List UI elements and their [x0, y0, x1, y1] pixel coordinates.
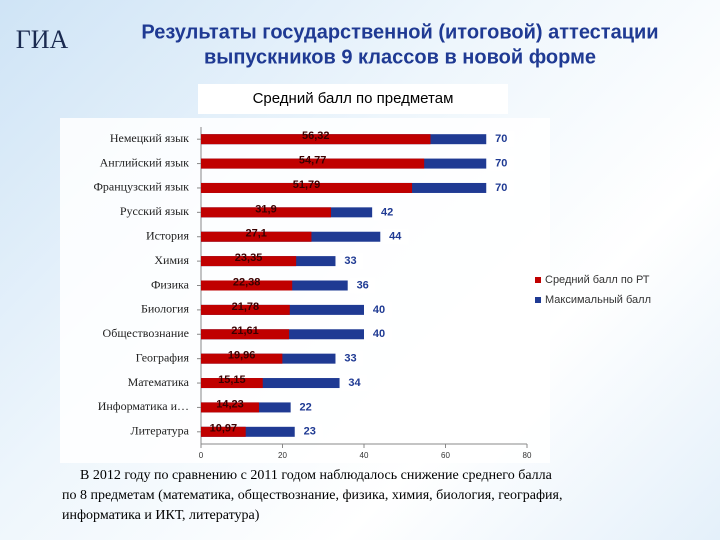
y-tick-label: Литература: [130, 424, 189, 438]
y-tick-label: Математика: [128, 375, 190, 389]
data-label-box: [366, 301, 392, 318]
data-label: 22: [300, 401, 312, 413]
bar: [201, 280, 293, 291]
data-label: 27,1: [246, 228, 267, 240]
y-tick-label: Английский язык: [100, 155, 190, 169]
data-label-box: [488, 155, 515, 172]
y-tick-label: Биология: [141, 302, 189, 316]
data-label: 33: [344, 255, 356, 267]
data-label: 23,35: [235, 252, 263, 264]
y-tick-label: Химия: [154, 253, 189, 267]
data-label: 21,78: [232, 301, 260, 313]
data-label: 36: [357, 279, 369, 291]
bar: [201, 256, 297, 267]
y-tick-label: Информатика и…: [98, 399, 189, 413]
bar: [201, 231, 312, 242]
data-label: 21,61: [231, 325, 259, 337]
data-label: 34: [348, 377, 361, 389]
bar: [201, 158, 425, 169]
chart-title: выпускников 9 классов в новой форме: [204, 46, 596, 68]
y-tick-label: География: [136, 350, 190, 364]
data-label: 14,23: [216, 398, 244, 410]
data-label: 56,32: [302, 130, 330, 142]
data-label-box: [488, 179, 515, 196]
data-label-box: [341, 375, 368, 392]
data-label-box: [488, 131, 515, 148]
x-tick-label: 40: [360, 451, 369, 460]
y-tick-label: Французский язык: [93, 180, 189, 194]
data-label: 70: [495, 182, 507, 194]
data-label-box: [349, 277, 376, 294]
legend-swatch: [535, 297, 541, 303]
data-label-box: [337, 253, 364, 270]
data-label-box: [337, 350, 364, 367]
legend-label: Максимальный балл: [545, 294, 651, 306]
subtitle-box: [198, 84, 508, 114]
data-label: 19,96: [228, 350, 256, 362]
x-tick-label: 0: [199, 451, 204, 460]
bar: [201, 134, 431, 145]
legend-swatch: [535, 277, 541, 283]
data-label-box: [296, 423, 323, 440]
bar: [201, 402, 259, 413]
data-label: 15,15: [218, 374, 246, 386]
data-label-box: [366, 326, 392, 343]
bar: [201, 378, 340, 389]
data-label: 40: [373, 328, 385, 340]
data-label: 31,9: [255, 203, 276, 215]
chart-title: Результаты государственной (итоговой) ат…: [141, 21, 658, 43]
data-label: 23: [304, 426, 316, 438]
x-tick-label: 60: [441, 451, 450, 460]
y-tick-label: Обществознание: [103, 326, 189, 340]
chart-subtitle: Средний балл по предметам: [253, 90, 454, 107]
bar: [201, 426, 246, 437]
logo: ГИА: [16, 25, 69, 54]
data-label-box: [374, 204, 401, 221]
data-label-box: [382, 228, 409, 245]
data-label: 51,79: [293, 179, 321, 191]
data-label: 70: [495, 133, 507, 145]
data-label: 10,97: [210, 423, 238, 435]
y-tick-label: Русский язык: [120, 204, 189, 218]
data-label: 44: [389, 231, 402, 243]
data-label: 33: [344, 353, 356, 365]
note: В 2012 году по сравнению с 2011 годом на…: [80, 468, 553, 483]
y-tick-label: Немецкий язык: [110, 131, 189, 145]
bar: [201, 353, 283, 364]
data-label: 42: [381, 206, 393, 218]
bar: [201, 182, 413, 193]
bar: [201, 329, 290, 340]
x-tick-label: 20: [278, 451, 287, 460]
bar: [201, 207, 331, 218]
note: по 8 предметам (математика, обществознан…: [62, 488, 562, 503]
data-label: 70: [495, 157, 507, 169]
data-label-box: [292, 399, 319, 416]
data-label: 22,38: [233, 276, 261, 288]
y-tick-label: Физика: [151, 277, 190, 291]
bar: [201, 426, 295, 437]
data-label: 54,77: [299, 154, 327, 166]
x-tick-label: 80: [523, 451, 532, 460]
legend-label: Средний балл по РТ: [545, 274, 650, 286]
bar: [201, 304, 290, 315]
note: информатика и ИКТ, литература): [62, 508, 260, 523]
data-label: 40: [373, 304, 385, 316]
y-tick-label: История: [146, 228, 190, 242]
bar: [201, 378, 263, 389]
